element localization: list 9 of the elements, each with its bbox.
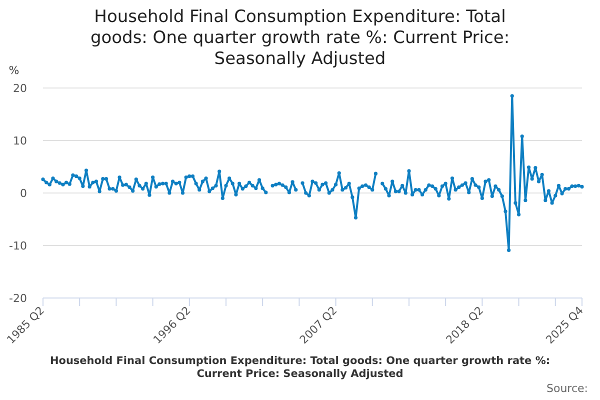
chart-title: Household Final Consumption Expenditure: Total goods: One quarter growth rate %: Current Price: Seasonally Adjusted (90, 7, 510, 69)
source-note: Source: (546, 382, 588, 395)
y-axis-title: % (8, 64, 20, 77)
y-tick-label: -20 (9, 292, 27, 305)
text: Household Final Consumption Expenditure: Total goods: One quarter growth rate %: Current Price: Seasonally Adjusted (50, 355, 550, 380)
y-tick-label: 10 (13, 134, 27, 148)
y-tick-label: -10 (9, 240, 27, 252)
y-tick-label: 20 (13, 82, 27, 95)
y-tick-label: 0 (20, 187, 27, 200)
